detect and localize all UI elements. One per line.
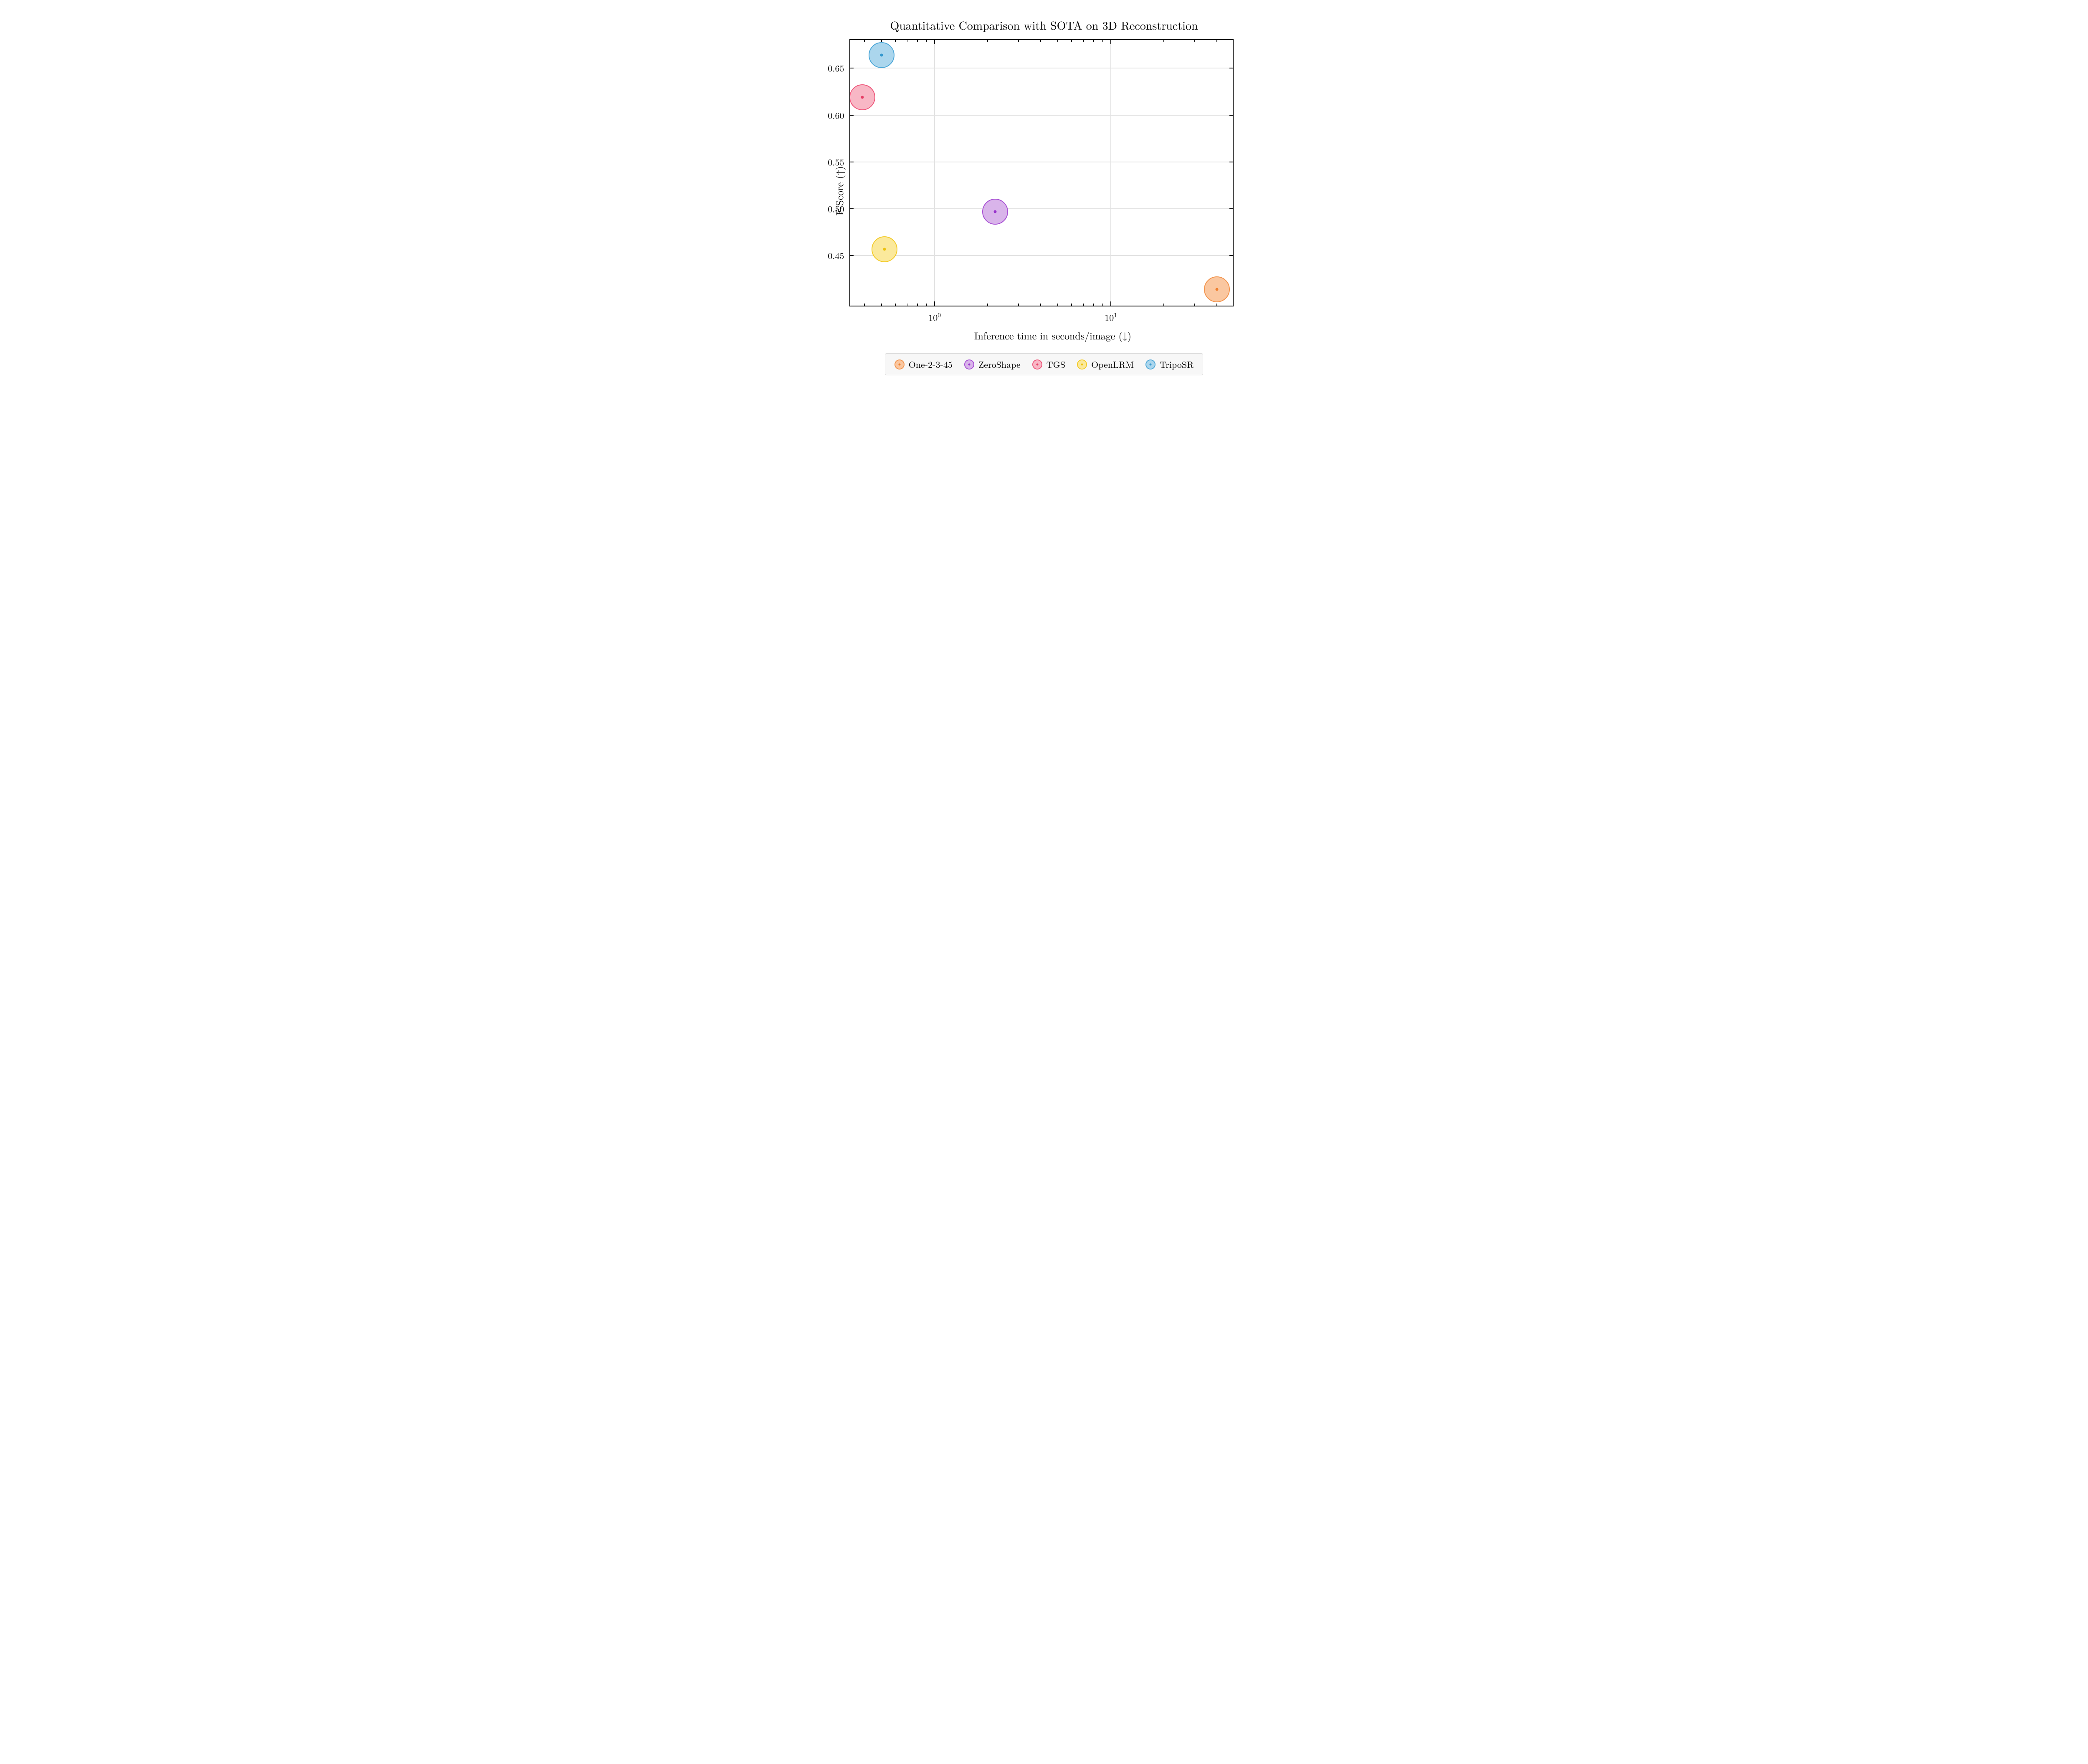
x-minor-tick <box>1018 40 1019 42</box>
x-minor-tick <box>881 304 882 306</box>
chart-title: Quantitative Comparison with SOTA on 3D … <box>832 17 1257 33</box>
data-point-center <box>880 53 883 56</box>
x-tick-mark <box>934 40 935 44</box>
data-point-center <box>883 248 886 251</box>
x-minor-tick <box>907 304 908 306</box>
legend-item-zeroshape: ZeroShape <box>964 358 1021 371</box>
x-minor-tick <box>864 40 865 42</box>
legend-swatch-icon <box>964 359 974 370</box>
x-minor-tick <box>1093 40 1094 42</box>
y-tick-mark <box>1229 255 1233 256</box>
legend-label: ZeroShape <box>978 358 1021 371</box>
gridline-horizontal <box>850 208 1233 209</box>
legend-item-triposr: TripoSR <box>1145 358 1194 371</box>
x-minor-tick <box>926 40 927 42</box>
data-point-center <box>861 96 864 99</box>
y-tick-mark <box>850 115 854 116</box>
y-tick-label: 0.45 <box>828 249 849 262</box>
x-minor-tick <box>1040 304 1041 306</box>
x-minor-tick <box>987 304 988 306</box>
x-tick-label: 101 <box>1105 306 1117 324</box>
legend-swatch-dot <box>1036 363 1038 365</box>
chart-container: Quantitative Comparison with SOTA on 3D … <box>832 17 1257 375</box>
legend: One-2-3-45 ZeroShape TGS OpenLRM TripoSR <box>832 353 1257 375</box>
x-minor-tick <box>1102 304 1103 306</box>
y-tick-label: 0.60 <box>828 109 849 121</box>
x-minor-tick <box>1194 304 1195 306</box>
y-tick-label: 0.55 <box>828 155 849 168</box>
x-minor-tick <box>1216 304 1217 306</box>
x-axis-label: Inference time in seconds/image (↓) <box>849 328 1257 342</box>
x-minor-tick <box>1163 304 1164 306</box>
x-minor-tick <box>907 40 908 42</box>
legend-label: OpenLRM <box>1091 358 1134 371</box>
x-minor-tick <box>1083 304 1084 306</box>
x-tick-mark <box>1110 40 1111 44</box>
data-point-center <box>1216 288 1219 291</box>
legend-swatch-icon <box>894 359 905 370</box>
gridline-horizontal <box>850 255 1233 256</box>
legend-swatch-icon <box>1032 359 1042 370</box>
legend-swatch-icon <box>1077 359 1087 370</box>
x-minor-tick <box>917 304 918 306</box>
x-minor-tick <box>895 304 896 306</box>
x-minor-tick <box>1071 40 1072 42</box>
legend-swatch-dot <box>968 363 970 365</box>
x-minor-tick <box>1216 40 1217 42</box>
x-minor-tick <box>864 304 865 306</box>
x-minor-tick <box>1057 304 1058 306</box>
legend-item-one-2-3-45: One-2-3-45 <box>894 358 953 371</box>
x-minor-tick <box>1083 40 1084 42</box>
x-minor-tick <box>1057 40 1058 42</box>
x-minor-tick <box>987 40 988 42</box>
x-minor-tick <box>1194 40 1195 42</box>
x-tick-mark <box>934 301 935 306</box>
data-point-center <box>993 210 996 213</box>
x-tick-mark <box>1110 301 1111 306</box>
legend-label: One-2-3-45 <box>909 358 953 371</box>
plot-stage: 0.450.500.550.600.65100101 <box>849 39 1257 306</box>
gridline-horizontal <box>850 115 1233 116</box>
y-tick-label: 0.65 <box>828 62 849 75</box>
legend-item-openlrm: OpenLRM <box>1077 358 1134 371</box>
x-minor-tick <box>1102 40 1103 42</box>
gridline-vertical <box>934 40 935 306</box>
x-tick-label: 100 <box>928 306 941 324</box>
y-tick-mark <box>1229 208 1233 209</box>
x-minor-tick <box>1093 304 1094 306</box>
legend-swatch-dot <box>898 363 900 365</box>
legend-label: TripoSR <box>1160 358 1194 371</box>
plot-area <box>849 39 1234 306</box>
y-tick-label: 0.50 <box>828 202 849 215</box>
gridline-vertical <box>1110 40 1111 306</box>
legend-swatch-dot <box>1081 363 1083 365</box>
x-minor-tick <box>1071 304 1072 306</box>
legend-label: TGS <box>1047 358 1065 371</box>
legend-box: One-2-3-45 ZeroShape TGS OpenLRM TripoSR <box>885 353 1204 375</box>
x-minor-tick <box>895 40 896 42</box>
y-tick-mark <box>1229 115 1233 116</box>
legend-item-tgs: TGS <box>1032 358 1065 371</box>
x-minor-tick <box>1163 40 1164 42</box>
legend-swatch-dot <box>1150 363 1152 365</box>
x-minor-tick <box>926 304 927 306</box>
chart-body: F-Score (↑) 0.450.500.550.600.65100101 I… <box>832 39 1257 342</box>
y-tick-mark <box>850 208 854 209</box>
x-minor-tick <box>1018 304 1019 306</box>
x-minor-tick <box>917 40 918 42</box>
plot-column: 0.450.500.550.600.65100101 Inference tim… <box>849 39 1257 342</box>
x-minor-tick <box>1040 40 1041 42</box>
y-tick-mark <box>850 255 854 256</box>
legend-swatch-icon <box>1145 359 1155 370</box>
